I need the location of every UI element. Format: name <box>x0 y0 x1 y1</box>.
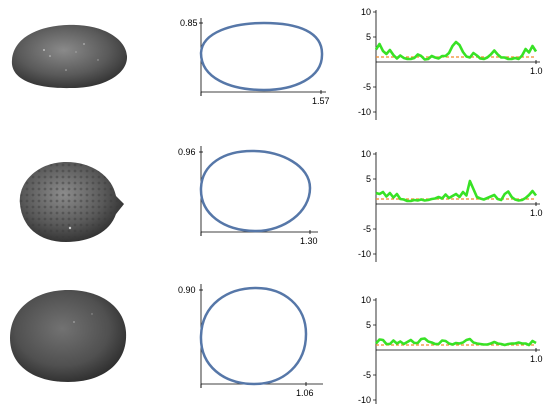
profile-panel-1: 10 5 -5 -10 1.0 <box>358 7 543 120</box>
outline-height-label: 0.90 <box>178 285 196 295</box>
profile-trace-line <box>375 337 537 347</box>
seed-row-3: 0.90 1.06 10 5 -5 -10 1.0 <box>0 276 550 414</box>
outline-height-label: 0.85 <box>180 18 198 28</box>
y-tick-10: 10 <box>361 7 371 17</box>
profile-y-ticks <box>373 11 376 113</box>
outline-panel-3: 0.90 1.06 <box>178 284 323 398</box>
y-tick-10: 10 <box>361 295 371 305</box>
outline-width-label: 1.30 <box>300 236 318 246</box>
y-tick-minus-5: -5 <box>363 224 371 234</box>
x-end-label: 1.0 <box>530 208 543 218</box>
profile-panel-2: 10 5 -5 -10 1.0 <box>358 149 543 262</box>
seed-outline-curve <box>199 149 312 233</box>
profile-y-ticks <box>373 299 376 401</box>
seed-photo-2 <box>19 162 125 242</box>
outline-height-label: 0.96 <box>178 147 196 157</box>
y-tick-minus-10: -10 <box>358 107 371 117</box>
y-tick-5: 5 <box>366 32 371 42</box>
outline-width-label: 1.06 <box>296 388 314 398</box>
y-tick-minus-10: -10 <box>358 249 371 259</box>
seed-photo-3 <box>10 290 127 382</box>
y-tick-5: 5 <box>366 320 371 330</box>
seed-photo-1 <box>11 24 128 89</box>
y-tick-10: 10 <box>361 149 371 159</box>
y-tick-minus-10: -10 <box>358 395 371 405</box>
seed-row-1: 0.85 1.57 10 5 -5 -10 1.0 <box>0 0 550 138</box>
outline-width-label: 1.57 <box>312 96 330 106</box>
outline-panel-1: 0.85 1.57 <box>180 18 330 106</box>
seed-row-2: 0.96 1.30 10 5 -5 -10 1.0 <box>0 138 550 276</box>
outline-panel-2: 0.96 1.30 <box>178 146 318 246</box>
seed-outline-curve <box>199 21 324 92</box>
seed-outline-curve <box>199 286 308 386</box>
y-tick-minus-5: -5 <box>363 82 371 92</box>
profile-trace-line <box>374 40 538 61</box>
profile-y-ticks <box>373 153 376 255</box>
y-tick-5: 5 <box>366 174 371 184</box>
profile-trace-line <box>375 179 538 203</box>
y-tick-minus-5: -5 <box>363 370 371 380</box>
x-end-label: 1.0 <box>530 354 543 364</box>
x-end-label: 1.0 <box>530 66 543 76</box>
profile-panel-3: 10 5 -5 -10 1.0 <box>358 295 543 405</box>
